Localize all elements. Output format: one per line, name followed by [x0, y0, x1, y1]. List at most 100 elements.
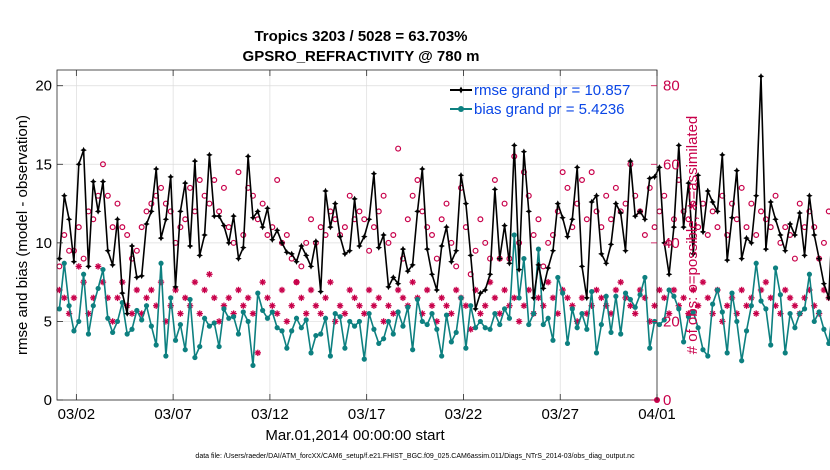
assimilated-marker	[515, 318, 523, 325]
possible-marker	[578, 177, 585, 184]
assimilated-marker	[346, 286, 353, 294]
assimilated-marker	[225, 294, 232, 302]
rmse-point	[675, 142, 682, 149]
y-tick-label: 10	[35, 235, 52, 252]
assimilated-marker	[70, 294, 78, 302]
bias-point	[569, 306, 575, 312]
bias-point	[598, 321, 604, 328]
rmse-point	[230, 212, 237, 220]
bias-point	[463, 345, 469, 351]
assimilated-marker	[482, 302, 489, 309]
rmse-point	[782, 247, 789, 254]
possible-marker	[370, 224, 377, 231]
bias-point	[772, 265, 779, 271]
assimilated-marker	[302, 310, 310, 317]
rmse-point	[414, 208, 421, 215]
bias-point	[492, 310, 498, 317]
assimilated-marker	[327, 278, 334, 286]
possible-marker	[429, 232, 436, 239]
rmse-point	[80, 146, 87, 154]
chart-subtitle: GPSRO_REFRACTIVITY @ 780 m	[243, 48, 480, 65]
bias-point	[274, 325, 280, 331]
rmse-point	[709, 198, 716, 206]
rmse-point	[598, 250, 605, 258]
assimilated-marker	[661, 294, 668, 302]
assimilated-marker	[632, 310, 639, 317]
rmse-point	[99, 178, 107, 185]
bias-point	[376, 340, 382, 347]
assimilated-marker	[782, 286, 789, 294]
bias-point	[710, 301, 716, 307]
possible-marker	[603, 192, 610, 199]
possible-marker	[404, 216, 411, 223]
bias-point	[351, 323, 358, 329]
assimilated-marker	[540, 302, 547, 309]
y2-tick-label: 60	[663, 156, 680, 173]
bias-point	[681, 339, 687, 345]
possible-marker	[728, 200, 735, 207]
rmse-point	[617, 209, 624, 217]
rmse-point	[661, 239, 668, 247]
rmse-point	[549, 247, 557, 254]
possible-marker	[491, 177, 498, 184]
rmse-point	[699, 228, 707, 236]
bias-point	[603, 293, 609, 299]
rmse-point	[94, 208, 102, 215]
rmse-point	[607, 241, 615, 248]
bias-point	[322, 315, 329, 321]
bias-point	[589, 288, 595, 295]
rmse-point	[370, 170, 378, 177]
rmse-point	[172, 283, 179, 291]
possible-marker	[308, 216, 315, 223]
bias-point	[56, 306, 63, 312]
assimilated-marker	[394, 286, 402, 294]
rmse-point	[85, 263, 92, 270]
rmse-point	[719, 151, 726, 159]
possible-marker	[293, 279, 300, 286]
assimilated-marker	[564, 294, 571, 302]
rmse-point	[767, 198, 774, 206]
rmse-point	[332, 200, 339, 207]
rmse-point	[274, 227, 281, 234]
assimilated-marker	[259, 278, 266, 286]
possible-marker	[158, 184, 165, 191]
possible-marker	[109, 224, 116, 231]
possible-marker	[545, 239, 552, 246]
bias-point	[739, 358, 745, 364]
bias-point	[787, 310, 793, 317]
legend-bias-marker	[458, 106, 464, 112]
possible-marker	[414, 177, 421, 184]
rmse-point	[201, 231, 208, 239]
rmse-point	[167, 173, 174, 181]
rmse-point	[467, 252, 474, 259]
bias-point	[797, 310, 803, 317]
bias-point	[453, 329, 459, 336]
possible-marker	[477, 216, 484, 223]
possible-marker	[482, 239, 489, 246]
assimilated-marker	[762, 278, 770, 286]
bias-point	[632, 304, 638, 310]
rmse-point	[525, 208, 532, 215]
rmse-point	[603, 260, 610, 267]
possible-marker	[104, 192, 111, 199]
assimilated-marker	[182, 294, 189, 302]
rmse-point	[244, 153, 252, 160]
bias-point	[313, 332, 319, 339]
x-tick-label: 03/02	[58, 406, 96, 423]
assimilated-marker	[244, 294, 252, 302]
bias-point	[76, 318, 82, 325]
bias-point	[714, 287, 721, 293]
assimilated-marker	[680, 294, 687, 302]
bias-point	[593, 350, 600, 356]
bias-point	[361, 356, 367, 362]
possible-marker	[264, 232, 271, 239]
assimilated-marker	[109, 318, 116, 325]
assimilated-marker	[264, 294, 271, 302]
assimilated-marker	[399, 294, 407, 302]
bias-point	[400, 323, 406, 329]
possible-marker	[704, 232, 711, 239]
rmse-point	[220, 222, 228, 229]
bias-point	[448, 339, 454, 345]
possible-marker	[303, 239, 310, 246]
rmse-point	[535, 261, 542, 269]
